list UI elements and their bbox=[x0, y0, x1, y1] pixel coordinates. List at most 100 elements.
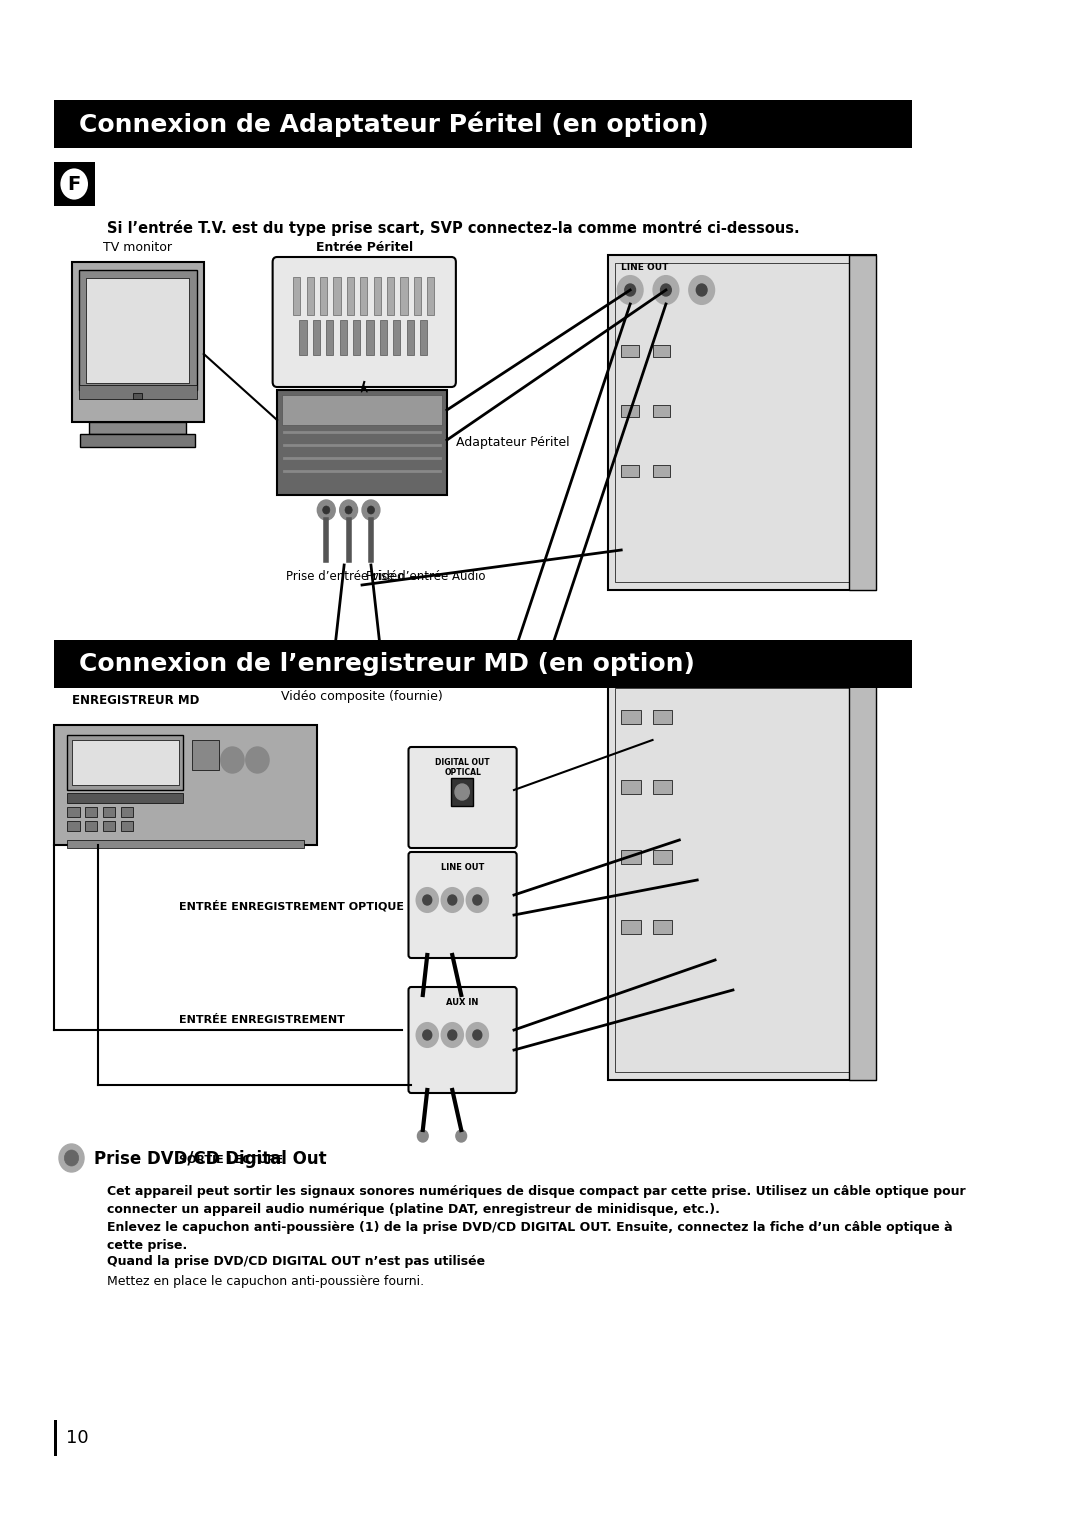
Bar bbox=[334, 277, 340, 315]
Circle shape bbox=[448, 895, 457, 905]
Text: Quand la prise DVD/CD DIGITAL OUT n’est pas utilisée: Quand la prise DVD/CD DIGITAL OUT n’est … bbox=[107, 1254, 485, 1268]
Bar bbox=[320, 277, 327, 315]
Bar bbox=[849, 255, 876, 590]
Text: Enlevez le capuchon anti-poussière (1) de la prise DVD/CD DIGITAL OUT. Ensuite, : Enlevez le capuchon anti-poussière (1) d… bbox=[107, 1221, 953, 1235]
Bar bbox=[54, 162, 95, 206]
Bar bbox=[293, 277, 300, 315]
Bar bbox=[85, 821, 97, 831]
Circle shape bbox=[59, 1144, 84, 1172]
Bar bbox=[282, 396, 443, 425]
FancyBboxPatch shape bbox=[408, 853, 516, 958]
Bar bbox=[71, 740, 179, 785]
Text: DIGITAL OUT: DIGITAL OUT bbox=[435, 758, 490, 767]
Circle shape bbox=[442, 1024, 463, 1047]
Circle shape bbox=[246, 747, 269, 773]
Bar bbox=[621, 779, 640, 795]
Bar bbox=[428, 277, 434, 315]
Circle shape bbox=[318, 500, 335, 520]
Text: connecter un appareil audio numérique (platine DAT, enregistreur de minidisque, : connecter un appareil audio numérique (p… bbox=[107, 1203, 720, 1216]
Circle shape bbox=[345, 506, 352, 513]
Text: SORTIE LECTURE: SORTIE LECTURE bbox=[179, 1155, 283, 1164]
Text: Cet appareil peut sortir les signaux sonores numériques de disque compact par ce: Cet appareil peut sortir les signaux son… bbox=[107, 1186, 966, 1198]
Bar bbox=[621, 345, 639, 358]
Bar bbox=[54, 1420, 57, 1456]
Text: Connexion de l’enregistreur MD (en option): Connexion de l’enregistreur MD (en optio… bbox=[79, 652, 694, 675]
Circle shape bbox=[618, 277, 643, 304]
Text: ENTRÉE ENREGISTREMENT OPTIQUE: ENTRÉE ENREGISTREMENT OPTIQUE bbox=[179, 900, 404, 912]
Circle shape bbox=[456, 1131, 467, 1141]
Circle shape bbox=[375, 643, 386, 656]
Bar bbox=[451, 778, 473, 805]
Bar bbox=[652, 465, 671, 477]
Text: 10: 10 bbox=[66, 1429, 89, 1447]
Bar bbox=[347, 277, 354, 315]
Circle shape bbox=[455, 784, 470, 801]
Bar bbox=[307, 277, 314, 315]
Bar bbox=[407, 319, 414, 354]
Bar bbox=[80, 434, 194, 448]
Bar bbox=[353, 319, 361, 354]
Bar bbox=[621, 920, 640, 934]
Bar bbox=[67, 793, 184, 804]
Text: ENREGISTREUR MD: ENREGISTREUR MD bbox=[71, 694, 199, 707]
Circle shape bbox=[473, 1030, 482, 1041]
Bar bbox=[608, 255, 876, 590]
Text: Connexion de Adaptateur Péritel (en option): Connexion de Adaptateur Péritel (en opti… bbox=[79, 112, 708, 136]
Circle shape bbox=[323, 506, 329, 513]
Circle shape bbox=[422, 1030, 432, 1041]
Circle shape bbox=[467, 1024, 488, 1047]
Bar bbox=[387, 277, 394, 315]
Bar bbox=[278, 390, 447, 495]
Bar bbox=[103, 821, 116, 831]
FancyBboxPatch shape bbox=[408, 747, 516, 848]
Bar bbox=[652, 345, 671, 358]
Bar bbox=[393, 319, 401, 354]
Text: Prise d’entrée Audio: Prise d’entrée Audio bbox=[366, 570, 486, 584]
Bar bbox=[79, 270, 197, 390]
Circle shape bbox=[653, 277, 678, 304]
Text: Prise DVD/CD Digital Out: Prise DVD/CD Digital Out bbox=[94, 1151, 326, 1167]
Bar bbox=[67, 735, 184, 790]
Text: ENTRÉE ENREGISTREMENT: ENTRÉE ENREGISTREMENT bbox=[179, 1015, 345, 1025]
Circle shape bbox=[697, 284, 707, 296]
Bar bbox=[652, 779, 672, 795]
Circle shape bbox=[59, 167, 90, 202]
Circle shape bbox=[418, 1131, 428, 1141]
Circle shape bbox=[448, 1030, 457, 1041]
Bar bbox=[615, 688, 868, 1073]
Text: Cord Audio: Cord Audio bbox=[327, 656, 396, 668]
Bar bbox=[414, 277, 421, 315]
Bar bbox=[299, 319, 307, 354]
Bar bbox=[192, 740, 219, 770]
Circle shape bbox=[689, 277, 714, 304]
Text: OPTICAL: OPTICAL bbox=[444, 769, 481, 778]
Text: LINE OUT: LINE OUT bbox=[621, 263, 669, 272]
Bar bbox=[103, 807, 116, 817]
Bar bbox=[652, 920, 672, 934]
Bar bbox=[361, 277, 367, 315]
Text: Mettez en place le capuchon anti-poussière fourni.: Mettez en place le capuchon anti-poussiè… bbox=[107, 1274, 424, 1288]
Bar bbox=[85, 278, 189, 384]
Bar bbox=[621, 850, 640, 863]
Circle shape bbox=[220, 747, 244, 773]
Circle shape bbox=[473, 895, 482, 905]
Bar bbox=[54, 99, 912, 148]
Text: Prise d’entrée vidéo: Prise d’entrée vidéo bbox=[286, 570, 404, 584]
Bar bbox=[133, 393, 143, 399]
Circle shape bbox=[417, 888, 438, 912]
Circle shape bbox=[367, 506, 375, 513]
Circle shape bbox=[362, 500, 380, 520]
Bar bbox=[67, 821, 80, 831]
Circle shape bbox=[418, 995, 428, 1007]
Bar bbox=[608, 680, 876, 1080]
Bar bbox=[85, 807, 97, 817]
Text: F: F bbox=[68, 174, 81, 194]
Bar bbox=[67, 807, 80, 817]
Circle shape bbox=[340, 500, 357, 520]
Bar bbox=[121, 807, 133, 817]
Text: Si l’entrée T.V. est du type prise scart, SVP connectez-la comme montré ci-desso: Si l’entrée T.V. est du type prise scart… bbox=[107, 220, 800, 235]
Bar bbox=[374, 277, 381, 315]
Bar bbox=[849, 680, 876, 1080]
Bar bbox=[380, 319, 387, 354]
Bar bbox=[79, 385, 197, 399]
